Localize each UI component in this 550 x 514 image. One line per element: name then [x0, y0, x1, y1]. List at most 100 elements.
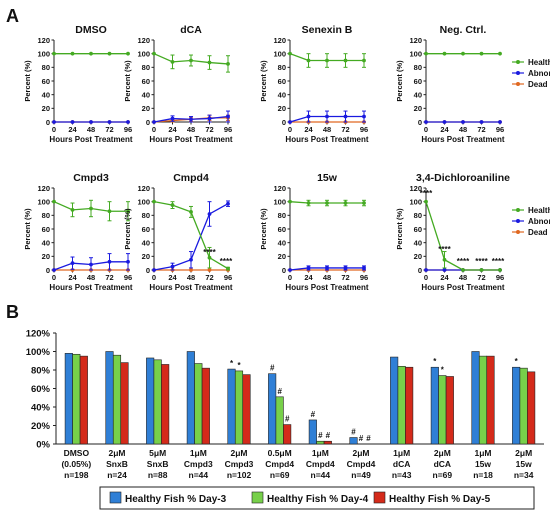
bar: [349, 437, 358, 445]
y-tick-label: 80: [414, 211, 422, 220]
x-axis-label: Hours Post Treatment: [285, 283, 368, 292]
bar-y-tick-label: 0%: [36, 440, 50, 451]
significance-marker: ****: [438, 245, 451, 254]
bar-significance-marker: *: [515, 357, 519, 366]
data-point: [343, 58, 348, 63]
data-point: [498, 120, 502, 124]
line-chart-7: 15w 0 20 40 60 80 100 120 0 24 48 72 96 Percent (%) Ho…: [259, 172, 369, 292]
y-tick-label: 100: [409, 197, 422, 206]
bar: [308, 419, 317, 445]
panel-b-label: B: [6, 302, 19, 322]
panel-a: DMSO 0 20 40 60 80 100 120 0 24 48 72 96 Percent (%) H…: [23, 24, 550, 292]
bar: [161, 364, 170, 445]
data-point: [107, 51, 112, 56]
bar-significance-marker: *: [230, 359, 234, 368]
bar-group: DMSO(0.05%)n=198: [61, 353, 91, 480]
data-point: [207, 212, 212, 216]
y-tick-label: 120: [37, 184, 50, 193]
bar: [201, 367, 210, 445]
x-tick-label: 48: [187, 125, 195, 134]
bar: [316, 440, 325, 445]
category-label: SnxB: [147, 459, 169, 469]
data-point: [226, 266, 230, 271]
legend-marker: [516, 230, 520, 234]
bar-legend-label: Healthy Fish % Day-5: [389, 494, 491, 505]
bar: [390, 356, 399, 445]
chart-title: 15w: [317, 172, 338, 184]
data-point: [226, 201, 230, 206]
bar-y-tick-label: 60%: [31, 384, 51, 395]
x-tick-label: 96: [124, 273, 132, 282]
y-tick-label: 0: [418, 118, 422, 127]
y-tick-label: 20: [42, 252, 50, 261]
y-tick-label: 0: [282, 266, 286, 275]
series-healthy: [424, 199, 502, 272]
data-point: [442, 120, 447, 124]
category-label: n=18: [473, 470, 493, 480]
category-label: dCA: [393, 459, 410, 469]
y-axis-label: Percent (%): [259, 60, 268, 102]
x-tick-label: 0: [152, 125, 156, 134]
data-point: [362, 58, 366, 63]
x-tick-label: 24: [168, 273, 177, 282]
category-label: 0.5μM: [268, 448, 292, 458]
data-point: [189, 257, 193, 262]
bar-significance-marker: *: [441, 366, 445, 375]
y-tick-label: 40: [414, 238, 422, 247]
bar-legend-label: Healthy Fish % Day-4: [267, 494, 369, 505]
category-label: 2μM: [515, 448, 532, 458]
bar: [397, 365, 406, 445]
data-point: [343, 114, 348, 119]
bar: [478, 355, 488, 445]
legend-label: Healthy: [528, 206, 550, 215]
bar: [79, 355, 88, 445]
y-tick-label: 40: [278, 238, 286, 247]
x-tick-label: 72: [341, 273, 349, 282]
data-point: [89, 206, 93, 211]
x-tick-label: 48: [459, 273, 467, 282]
x-tick-label: 24: [68, 125, 77, 134]
data-point: [442, 268, 447, 272]
y-tick-label: 120: [409, 36, 422, 45]
data-point: [479, 268, 484, 272]
bar-y-tick-label: 120%: [26, 329, 51, 340]
y-tick-label: 40: [414, 90, 422, 99]
y-tick-label: 20: [278, 252, 286, 261]
legend-label: Abnormal: [528, 69, 550, 78]
line-chart-3: Senexin B 0 20 40 60 80 100 120 0 24 48 72 96 Percent…: [259, 24, 369, 144]
y-tick-label: 80: [142, 211, 150, 220]
x-tick-label: 0: [52, 273, 56, 282]
category-label: 15w: [475, 459, 491, 469]
data-point: [207, 268, 212, 272]
bar: [430, 366, 439, 445]
x-tick-label: 72: [477, 273, 485, 282]
bar-y-tick-label: 20%: [31, 421, 51, 432]
bar: [120, 362, 129, 445]
category-label: 1μM: [474, 448, 491, 458]
bar: [112, 354, 122, 445]
legend-marker: [516, 219, 520, 223]
legend-label: Abnormal: [528, 217, 550, 226]
y-axis-label: Percent (%): [259, 208, 268, 250]
category-label: (0.05%): [61, 459, 91, 469]
y-tick-label: 60: [42, 77, 50, 86]
y-tick-label: 120: [137, 36, 150, 45]
data-point: [498, 268, 502, 272]
x-tick-label: 96: [360, 273, 368, 282]
x-tick-label: 72: [105, 273, 113, 282]
legend-label: Dead: [528, 80, 548, 89]
series-abnormal: [152, 200, 230, 272]
bar-significance-marker: #: [366, 434, 371, 443]
x-tick-label: 0: [288, 273, 292, 282]
bar: [527, 371, 536, 445]
series-healthy: [52, 199, 130, 222]
data-point: [89, 51, 93, 56]
bar: [275, 396, 284, 445]
series-healthy: [152, 199, 230, 271]
data-point: [306, 266, 311, 270]
data-point: [70, 51, 75, 56]
